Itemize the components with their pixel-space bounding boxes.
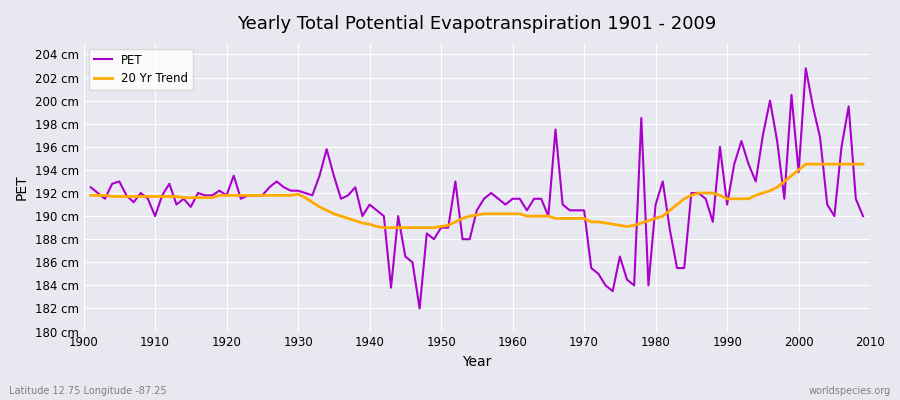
Line: PET: PET (91, 68, 863, 308)
Text: worldspecies.org: worldspecies.org (809, 386, 891, 396)
PET (414, 306, 425, 311)
PET (508, 196, 518, 201)
PET (514, 196, 525, 201)
Title: Yearly Total Potential Evapotranspiration 1901 - 2009: Yearly Total Potential Evapotranspiratio… (238, 15, 716, 33)
X-axis label: Year: Year (462, 355, 491, 369)
PET (858, 214, 868, 218)
Text: Latitude 12.75 Longitude -87.25: Latitude 12.75 Longitude -87.25 (9, 386, 166, 396)
PET (300, 191, 310, 196)
20 Yr Trend (379, 225, 390, 230)
20 Yr Trend (86, 193, 96, 198)
Legend: PET, 20 Yr Trend: PET, 20 Yr Trend (89, 49, 193, 90)
20 Yr Trend (858, 162, 868, 166)
PET (86, 185, 96, 190)
20 Yr Trend (300, 195, 310, 200)
20 Yr Trend (508, 211, 518, 216)
20 Yr Trend (142, 194, 153, 199)
20 Yr Trend (343, 216, 354, 221)
PET (142, 196, 153, 201)
Y-axis label: PET: PET (15, 174, 29, 200)
20 Yr Trend (800, 162, 811, 166)
PET (343, 193, 354, 198)
PET (800, 66, 811, 71)
20 Yr Trend (600, 221, 611, 226)
Line: 20 Yr Trend: 20 Yr Trend (91, 164, 863, 228)
PET (600, 283, 611, 288)
20 Yr Trend (514, 211, 525, 216)
